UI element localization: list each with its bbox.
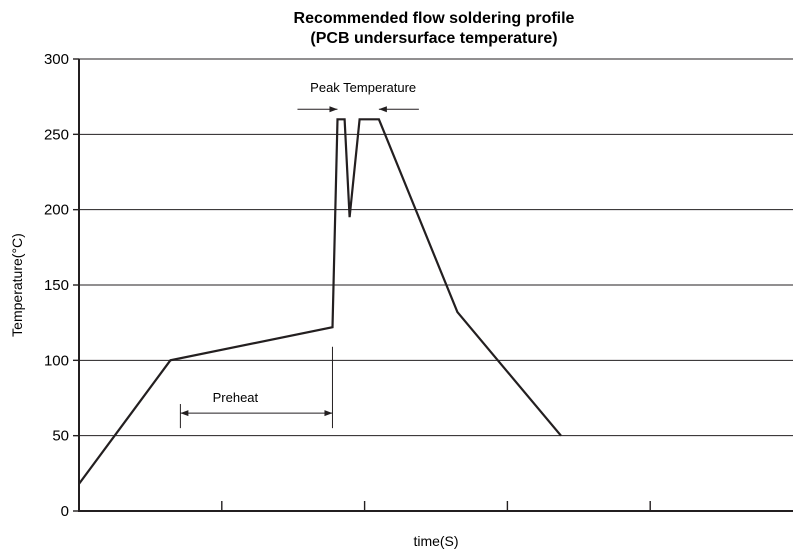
y-tick-label: 200 bbox=[44, 202, 69, 219]
y-tick-label: 50 bbox=[52, 428, 69, 445]
y-axis-label: Temperature(°C) bbox=[9, 233, 25, 337]
y-axis-ticks: 0 50 100 150 200 250 300 bbox=[44, 51, 79, 520]
arrow-head bbox=[329, 106, 338, 113]
preheat-label: Preheat bbox=[213, 390, 259, 405]
y-tick-label: 150 bbox=[44, 277, 69, 294]
y-tick-label: 0 bbox=[61, 503, 69, 520]
peak-temperature-label: Peak Temperature bbox=[310, 80, 416, 95]
x-axis-label: time(S) bbox=[413, 533, 458, 549]
x-axis-ticks bbox=[221, 501, 651, 511]
arrow-head bbox=[180, 410, 189, 417]
y-tick-label: 250 bbox=[44, 126, 69, 143]
chart-subtitle: (PCB undersurface temperature) bbox=[310, 30, 557, 47]
grid-lines bbox=[79, 58, 793, 437]
y-tick-label: 100 bbox=[44, 352, 69, 369]
arrow-head bbox=[378, 106, 387, 113]
profile-line bbox=[78, 118, 562, 485]
chart-title: Recommended flow soldering profile bbox=[294, 10, 575, 27]
annotations: Peak Temperature Preheat bbox=[179, 80, 419, 429]
arrow-head bbox=[324, 410, 333, 417]
y-tick-label: 300 bbox=[44, 51, 69, 68]
